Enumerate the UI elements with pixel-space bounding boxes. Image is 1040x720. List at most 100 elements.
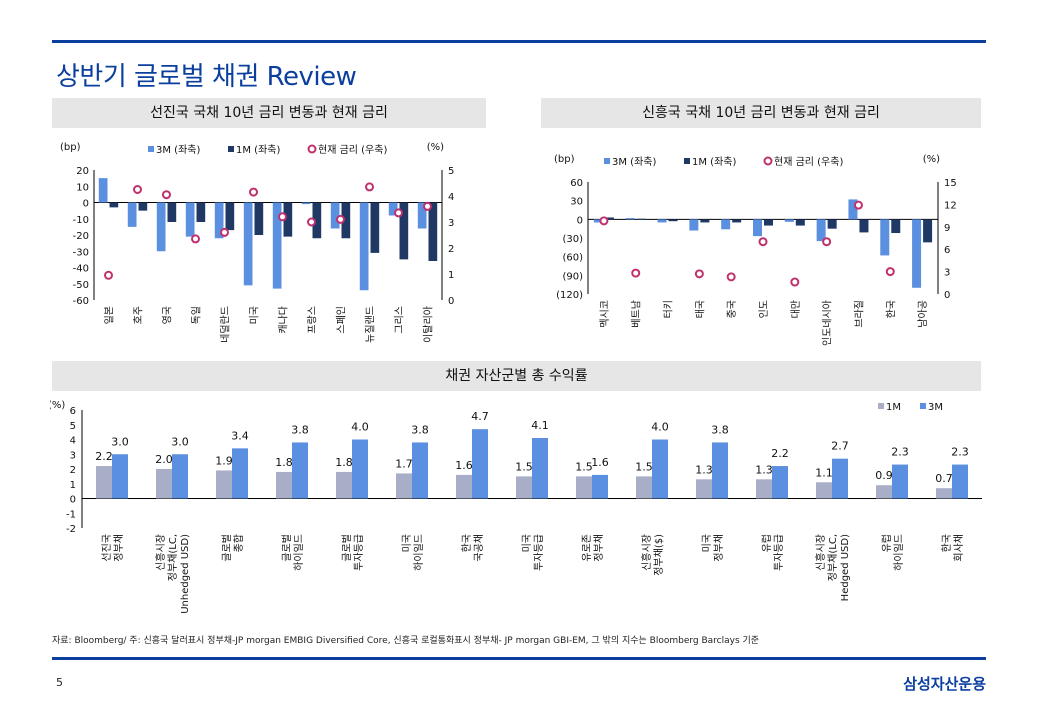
y-tick-label: (30) <box>562 234 583 245</box>
data-label-3m: 3.8 <box>411 423 429 436</box>
bar-1m <box>341 202 351 239</box>
x-tick-label: 호주 <box>133 306 145 324</box>
x-tick-label: 미국 <box>401 534 413 552</box>
y-tick-label: 4 <box>70 436 76 447</box>
data-label-3m: 2.2 <box>771 447 789 460</box>
legend-label-3m: 3M (좌축) <box>612 156 656 168</box>
y-tick-label: -50 <box>73 280 89 291</box>
data-label-1m: 0.7 <box>935 472 953 485</box>
bar-1m <box>456 474 472 499</box>
data-label-1m: 2.0 <box>155 453 173 466</box>
y-tick-label: -30 <box>73 247 89 258</box>
rate-marker <box>631 268 641 278</box>
bar-3m <box>593 219 603 223</box>
bar-3m <box>172 454 188 499</box>
x-tick-label: 멕시코 <box>599 300 611 328</box>
bar-3m <box>772 466 788 499</box>
x-tick-label: 선진국 <box>101 534 113 562</box>
data-label-1m: 1.1 <box>815 466 833 479</box>
data-label-1m: 1.8 <box>335 456 353 469</box>
rate-marker <box>694 269 704 279</box>
bar-1m <box>732 219 742 223</box>
data-label-1m: 1.5 <box>635 460 653 473</box>
x-tick-label: 정부채 <box>713 534 725 562</box>
bar-3m <box>832 458 848 499</box>
y-tick-label: 20 <box>76 166 89 177</box>
y2-tick-label: 9 <box>944 223 950 234</box>
y-tick-label: 10 <box>76 182 89 193</box>
bar-3m <box>330 202 340 229</box>
x-tick-label: 글로벌 <box>341 534 353 562</box>
x-tick-label: 글로벌 <box>281 534 293 562</box>
legend-label-rate: 현재 금리 (우축) <box>774 156 843 168</box>
bar-3m <box>232 448 248 499</box>
x-tick-label: 유로존 <box>581 534 593 562</box>
legend-marker-rate <box>763 156 773 166</box>
legend-swatch-1m <box>228 146 234 152</box>
rate-marker <box>423 201 432 211</box>
bar-1m <box>756 479 772 499</box>
y-tick-label: 0 <box>70 495 76 506</box>
bar-3m <box>652 439 668 499</box>
x-tick-label: 영국 <box>162 306 174 324</box>
x-tick-label: 터키 <box>663 300 675 318</box>
y-tick-label: (90) <box>562 271 583 282</box>
emerging-chart-title: 신흥국 국채 10년 금리 변동과 현재 금리 <box>541 98 981 128</box>
data-label-3m: 3.0 <box>111 435 129 448</box>
bar-1m <box>795 219 805 226</box>
x-tick-label: 투자등급 <box>533 534 545 571</box>
y2-tick-label: 2 <box>448 244 454 255</box>
data-label-1m: 1.7 <box>395 457 413 470</box>
bar-1m <box>254 202 264 235</box>
data-label-1m: 0.9 <box>875 469 893 482</box>
bar-1m <box>96 466 112 499</box>
y2-tick-label: 4 <box>448 192 454 203</box>
y-tick-label: 3 <box>70 450 76 461</box>
rate-marker <box>758 237 768 247</box>
rate-marker <box>790 277 800 287</box>
bar-3m <box>127 202 137 227</box>
rate-marker <box>822 237 832 247</box>
bar-3m <box>98 178 108 203</box>
x-tick-label: 국공채 <box>473 534 485 562</box>
x-tick-label: 정부채(LC, <box>827 534 839 581</box>
x-tick-label: Unhedged USD) <box>180 534 191 614</box>
data-label-3m: 4.1 <box>531 419 549 432</box>
rate-marker <box>278 212 287 222</box>
bar-1m <box>276 471 292 499</box>
rate-marker <box>104 270 113 280</box>
y-tick-label: -1 <box>66 509 76 520</box>
x-tick-label: 한국 <box>941 534 953 552</box>
y-tick-label: 60 <box>570 178 583 189</box>
x-tick-label: 태국 <box>694 300 706 318</box>
bar-1m <box>156 469 172 499</box>
bar-3m <box>352 439 368 499</box>
x-tick-label: Hedged USD) <box>840 534 851 601</box>
bar-3m <box>784 219 794 222</box>
y-tick-label: 0 <box>83 199 89 210</box>
bar-1m <box>816 482 832 499</box>
data-label-3m: 2.3 <box>891 446 909 459</box>
x-tick-label: 하이일드 <box>412 534 425 571</box>
bar-3m <box>712 442 728 499</box>
bar-3m <box>292 442 308 499</box>
bar-3m <box>816 219 826 242</box>
data-label-3m: 3.4 <box>231 429 249 442</box>
y-tick-label: -60 <box>73 296 89 307</box>
data-label-3m: 4.0 <box>651 421 669 434</box>
bar-3m <box>892 464 908 499</box>
bar-1m <box>428 202 438 261</box>
bar-1m <box>764 219 773 226</box>
bar-3m <box>243 202 253 286</box>
x-tick-label: 캐나다 <box>278 306 290 334</box>
bar-3m <box>848 199 858 220</box>
bar-1m <box>370 202 380 253</box>
bar-3m <box>301 202 311 205</box>
bar-1m <box>216 470 232 499</box>
x-tick-label: 정부채 <box>113 534 125 562</box>
data-label-3m: 4.0 <box>351 421 369 434</box>
x-tick-label: 중국 <box>726 300 738 318</box>
top-rule <box>52 40 986 43</box>
